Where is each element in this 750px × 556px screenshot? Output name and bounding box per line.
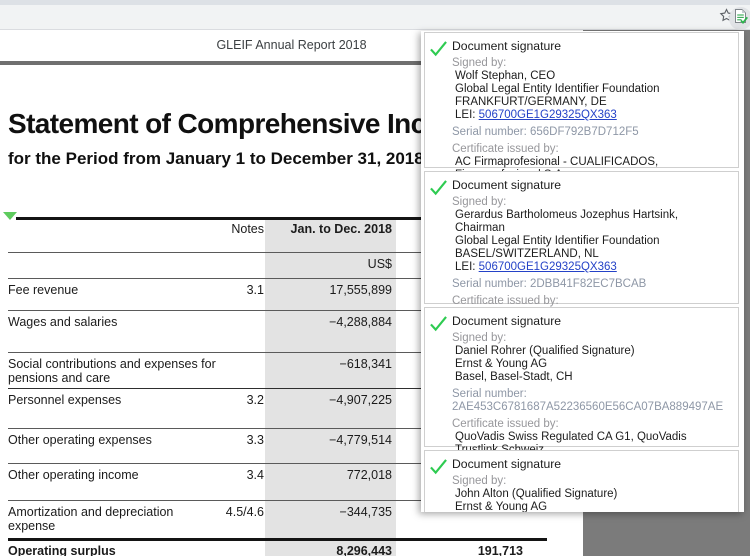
signer-location: FRANKFURT/GERMANY, DE	[455, 96, 607, 108]
table-rule	[8, 428, 547, 429]
signer-org: Ernst & Young AG	[455, 501, 548, 512]
signer-name: Daniel Rohrer (Qualified Signature)	[455, 345, 635, 357]
table-rule	[8, 278, 547, 279]
row-value-2018: −4,288,884	[329, 315, 392, 329]
column-header-notes: Notes	[231, 222, 264, 236]
row-note: 3.2	[246, 393, 264, 407]
row-value-2018: 17,555,899	[329, 283, 392, 297]
signer-org: Global Legal Entity Identifier Foundatio…	[455, 235, 660, 247]
signer-org: Global Legal Entity Identifier Foundatio…	[455, 83, 660, 95]
serial-number: Serial number: 2DBB41F82EC7BCAB	[452, 278, 647, 290]
table-rule	[8, 463, 547, 464]
table-rule	[8, 500, 547, 501]
row-value-2018: −618,341	[339, 357, 392, 371]
signed-by-label: Signed by:	[452, 332, 507, 344]
certificate-issued-by-label: Certificate issued by:	[452, 143, 559, 155]
row-note: 3.4	[246, 468, 264, 482]
highlighted-column-background	[265, 218, 396, 556]
signature-card: Document signature Signed by: Daniel Roh…	[424, 307, 739, 482]
signer-name: Gerardus Bartholomeus Jozephus Hartsink,…	[455, 209, 679, 234]
table-rule	[8, 352, 547, 353]
signature-card: Document signature Signed by: Wolf Steph…	[424, 32, 739, 194]
row-label: Fee revenue	[8, 283, 79, 297]
lei-row: LEI: 506700GE1G29325QX363	[452, 261, 730, 274]
serial-number-label: Serial number:	[452, 388, 527, 400]
table-top-rule	[16, 217, 547, 220]
browser-top-strip	[0, 0, 750, 5]
row-value-2018: −4,779,514	[329, 433, 392, 447]
currency-label: US$	[367, 257, 392, 271]
signature-title: Document signature	[452, 314, 562, 328]
signer-location: Basel, Basel-Stadt, CH	[455, 371, 573, 383]
page-running-header: GLEIF Annual Report 2018	[216, 38, 367, 52]
signature-title: Document signature	[452, 39, 562, 53]
document-title: Statement of Comprehensive Income	[8, 108, 482, 139]
signer-org: Ernst & Young AG	[455, 358, 548, 370]
annotation-triangle-marker-icon	[3, 212, 17, 220]
row-value-2018: −4,907,225	[329, 393, 392, 407]
signature-card: Document signature Signed by: John Alton…	[424, 450, 739, 512]
lei-label: LEI:	[455, 109, 479, 121]
signed-by-label: Signed by:	[452, 475, 507, 487]
signature-title: Document signature	[452, 457, 562, 471]
valid-check-icon	[429, 179, 448, 201]
column-header-2018: Jan. to Dec. 2018	[290, 222, 392, 236]
row-value-2018: 772,018	[346, 468, 392, 482]
row-note: 3.1	[246, 283, 264, 297]
signature-card: Document signature Signed by: Gerardus B…	[424, 171, 739, 346]
row-note: 4.5/4.6	[225, 505, 264, 519]
valid-check-icon	[429, 458, 448, 480]
row-label: Amortization and depreciation expense	[8, 505, 174, 533]
certificate-issued-by-label: Certificate issued by:	[452, 418, 559, 430]
table-rule	[8, 310, 547, 311]
browser-toolbar	[0, 5, 750, 30]
total-row-label: Operating surplus	[8, 544, 116, 556]
row-note: 3.3	[246, 433, 264, 447]
signed-by-label: Signed by:	[452, 57, 507, 69]
document-signature-panel: Document signature Signed by: Wolf Steph…	[421, 31, 744, 512]
document-subtitle: for the Period from January 1 to Decembe…	[8, 149, 424, 168]
table-rule	[8, 388, 547, 389]
certificate-issued-by-label: Certificate issued by:	[452, 295, 559, 307]
row-label: Social contributions and expenses for pe…	[8, 357, 216, 385]
valid-check-icon	[429, 40, 448, 62]
table-total-rule	[8, 538, 547, 541]
pdf-viewer: GLEIF Annual Report 2018 Statement of Co…	[0, 30, 750, 556]
signer-name: John Alton (Qualified Signature)	[455, 488, 618, 500]
signer-location: BASEL/SWITZERLAND, NL	[455, 248, 599, 260]
row-value-2018: −344,735	[339, 505, 392, 519]
lei-link[interactable]: 506700GE1G29325QX363	[478, 109, 617, 121]
page-gap	[0, 61, 583, 65]
serial-number-value: 2AE453C6781687A52236560E56CA07BA889497AE	[452, 401, 724, 413]
row-label: Other operating expenses	[8, 433, 152, 447]
signature-title: Document signature	[452, 178, 562, 192]
signed-by-label: Signed by:	[452, 196, 507, 208]
serial-number: Serial number: 656DF792B7D712F5	[452, 126, 639, 138]
table-rule	[8, 252, 547, 253]
row-label: Personnel expenses	[8, 393, 122, 407]
row-label: Other operating income	[8, 468, 139, 482]
document-signature-extension-icon	[733, 8, 748, 29]
signer-name: Wolf Stephan, CEO	[455, 70, 556, 82]
row-label: Wages and salaries	[8, 315, 118, 329]
total-value-2018: 8,296,443	[336, 544, 392, 556]
lei-label: LEI:	[455, 261, 479, 273]
valid-check-icon	[429, 315, 448, 337]
lei-row: LEI: 506700GE1G29325QX363	[452, 109, 730, 122]
signature-extension-button[interactable]	[729, 7, 750, 30]
lei-link[interactable]: 506700GE1G29325QX363	[478, 261, 617, 273]
total-value-2017: 191,713	[477, 544, 523, 556]
